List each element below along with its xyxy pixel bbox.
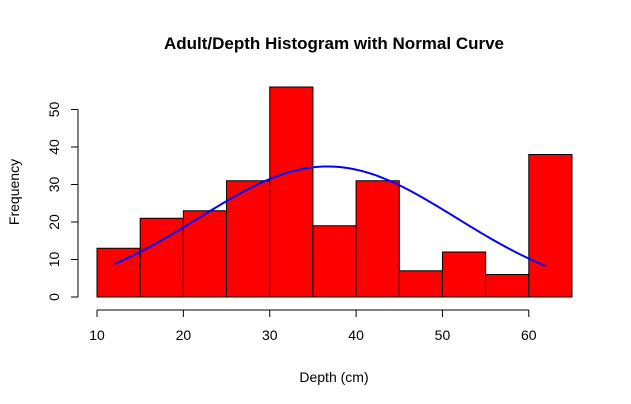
- histogram-bar: [182, 210, 228, 298]
- histogram-bar: [139, 217, 184, 298]
- histogram-bar: [355, 180, 400, 298]
- y-axis: 0 10 20 30 40 50: [46, 102, 79, 301]
- y-axis-label: Frequency: [6, 159, 22, 225]
- x-axis: 10 20 30 40 50 60: [89, 309, 537, 343]
- x-tick-label: 40: [348, 327, 364, 343]
- x-tick-label: 10: [89, 327, 105, 343]
- y-tick-label: 20: [46, 214, 62, 230]
- histogram-bar: [312, 225, 357, 298]
- x-tick-label: 30: [262, 327, 278, 343]
- normal-curve: [113, 165, 547, 268]
- x-tick-label: 20: [176, 327, 192, 343]
- x-axis-label: Depth (cm): [299, 369, 368, 385]
- histogram-bar: [398, 270, 443, 298]
- histogram-bar: [485, 274, 530, 298]
- chart-title: Adult/Depth Histogram with Normal Curve: [164, 34, 504, 53]
- x-tick-label: 60: [521, 327, 537, 343]
- histogram-bar: [226, 180, 271, 298]
- histogram-bar: [441, 251, 487, 298]
- y-tick-label: 10: [46, 252, 62, 268]
- bars-group: [96, 86, 573, 298]
- histogram-bar: [269, 86, 314, 298]
- y-tick-label: 50: [46, 102, 62, 118]
- histogram-bar: [528, 154, 573, 298]
- y-tick-label: 30: [46, 177, 62, 193]
- y-tick-label: 0: [46, 293, 62, 301]
- y-tick-label: 40: [46, 139, 62, 155]
- x-tick-label: 50: [435, 327, 451, 343]
